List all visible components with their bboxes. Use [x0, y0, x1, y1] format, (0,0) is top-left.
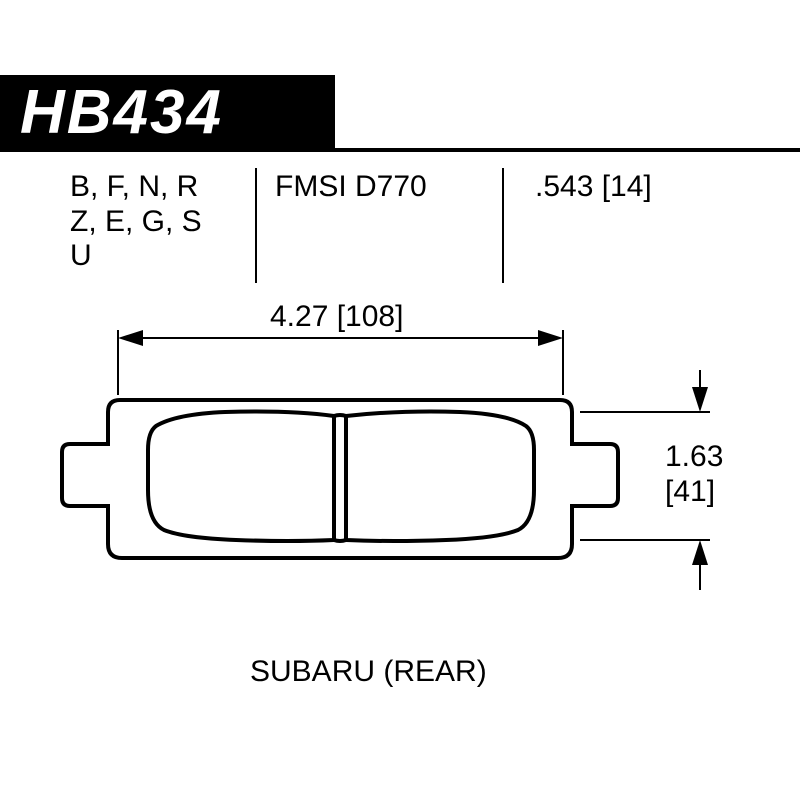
diagram-container: HB434 B, F, N, R Z, E, G, S U FMSI D770 …	[0, 0, 800, 800]
application-label: SUBARU (REAR)	[250, 655, 487, 689]
